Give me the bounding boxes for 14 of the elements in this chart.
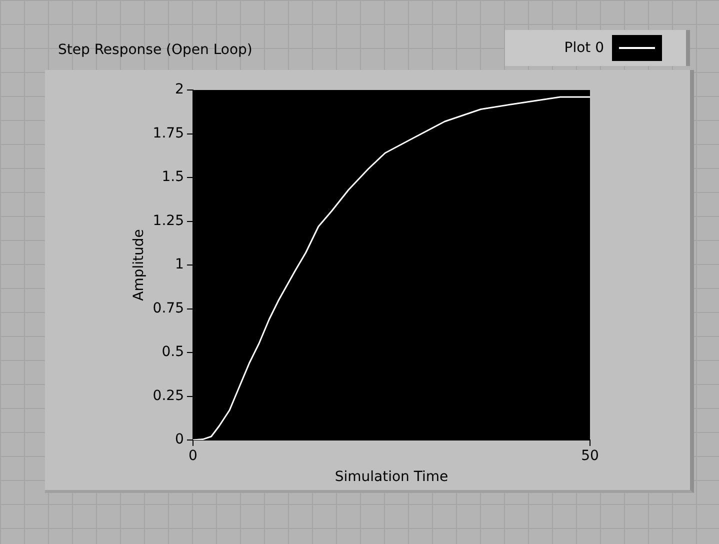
y-tick-label: 2 — [175, 82, 184, 98]
y-tick-label: 0.25 — [152, 388, 184, 404]
chart-title: Step Response (Open Loop) — [58, 42, 252, 58]
y-tick-label: 1.5 — [162, 169, 184, 186]
y-tick-label: 1.75 — [152, 125, 184, 142]
y-tick-label: 1 — [175, 256, 184, 273]
y-tick-label: 0 — [175, 432, 184, 448]
y-tick-label: 0.5 — [162, 344, 184, 360]
y-tick-label: 1.25 — [152, 212, 184, 229]
x-tick-label: 50 — [581, 448, 599, 464]
y-axis-title: Amplitude — [131, 229, 148, 301]
x-axis-title: Simulation Time — [334, 469, 448, 486]
y-tick-label: 0.75 — [152, 300, 184, 316]
legend-label: Plot 0 — [564, 40, 604, 56]
